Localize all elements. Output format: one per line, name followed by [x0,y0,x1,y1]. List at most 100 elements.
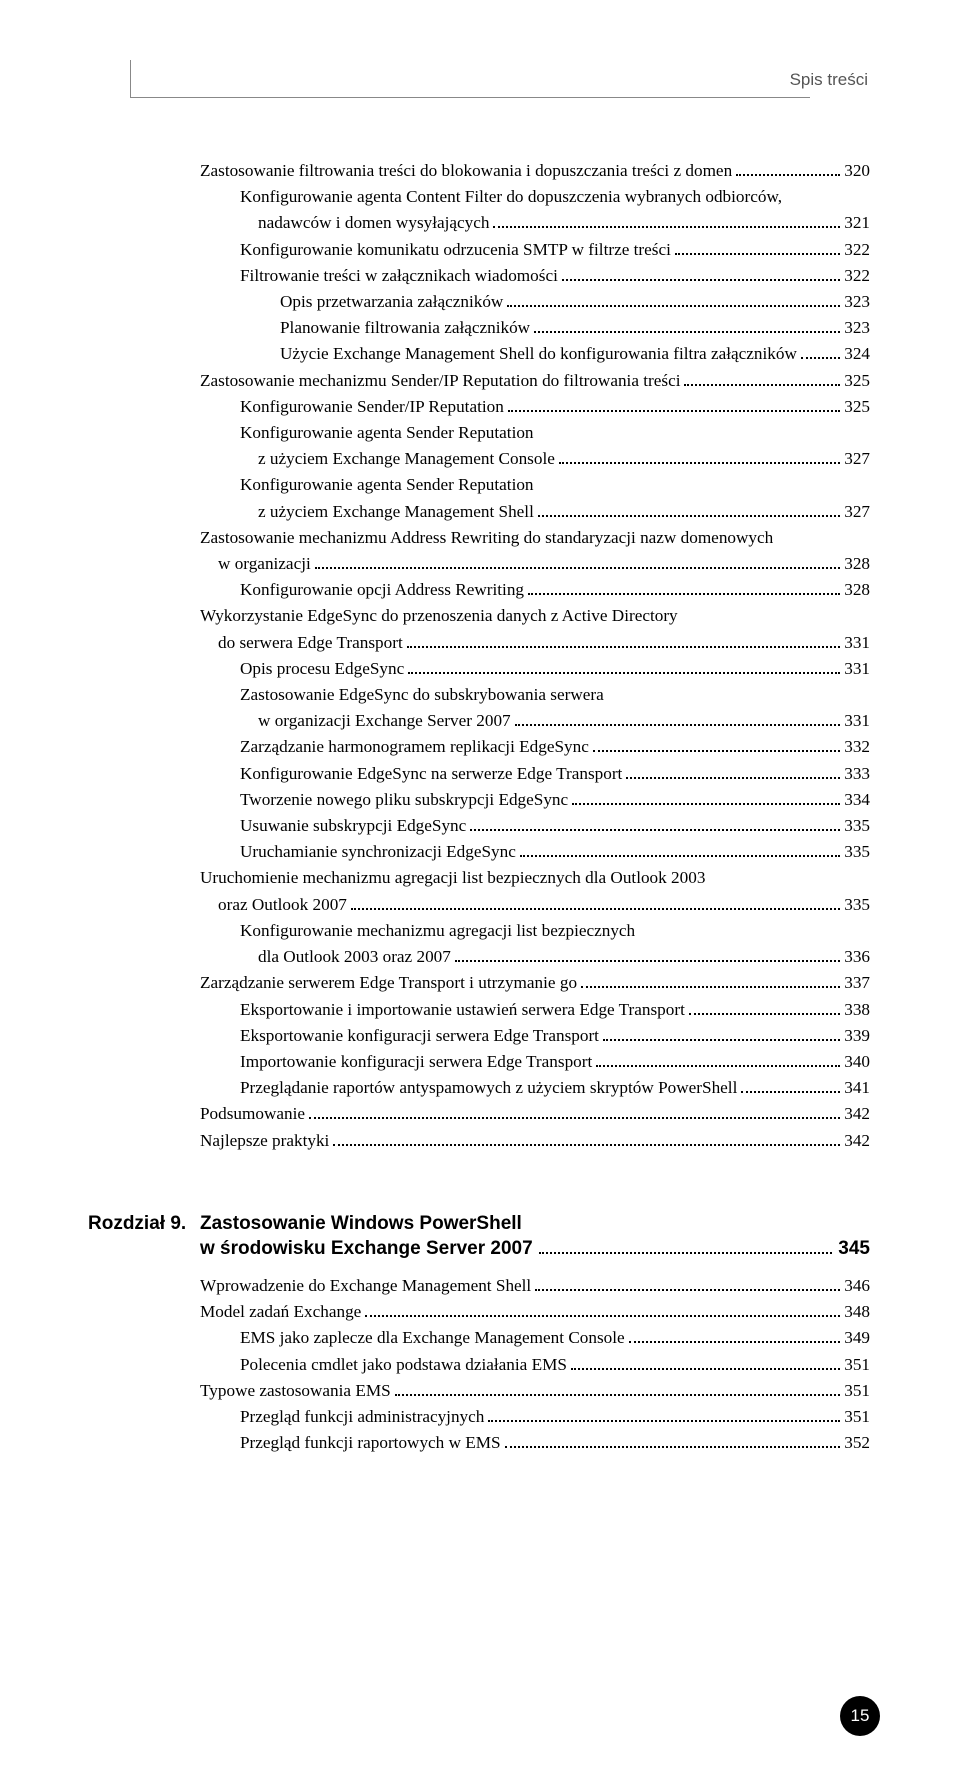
toc-entry-page: 327 [844,499,870,525]
toc-entry: Zastosowanie mechanizmu Address Rewritin… [200,525,870,551]
toc-leader-dots [736,159,840,176]
toc-entry: Zastosowanie mechanizmu Sender/IP Reputa… [200,368,870,394]
toc-entry: Polecenia cmdlet jako podstawa działania… [200,1352,870,1378]
toc-entry-page: 325 [844,394,870,420]
toc-entry-title: Opis procesu EdgeSync [240,656,404,682]
toc-entry: Przeglądanie raportów antyspamowych z uż… [200,1075,870,1101]
toc-entry-title: Opis przetwarzania załączników [280,289,503,315]
toc-leader-dots [629,1326,841,1343]
toc-leader-dots [562,264,840,281]
running-header: Spis treści [782,70,868,90]
toc-entry-page: 338 [844,997,870,1023]
toc-entry-page: 351 [844,1404,870,1430]
toc-entry-title: Przeglądanie raportów antyspamowych z uż… [240,1075,737,1101]
toc-entry-page: 327 [844,446,870,472]
toc-entry-title: Konfigurowanie EdgeSync na serwerze Edge… [240,761,622,787]
toc-leader-dots [801,342,840,359]
toc-entry-title: Planowanie filtrowania załączników [280,315,530,341]
toc-entry-title: EMS jako zaplecze dla Exchange Managemen… [240,1325,625,1351]
toc-leader-dots [534,316,840,333]
toc-entry-title: z użyciem Exchange Management Console [258,446,555,472]
toc-entry-page: 351 [844,1352,870,1378]
toc-entry: Konfigurowanie opcji Address Rewriting32… [200,577,870,603]
toc-entry: Uruchamianie synchronizacji EdgeSync335 [200,839,870,865]
toc-leader-dots [333,1128,840,1145]
toc-leader-dots [626,761,840,778]
toc-entry: Przegląd funkcji administracyjnych 351 [200,1404,870,1430]
toc-entry-page: 331 [844,656,870,682]
toc-entry: oraz Outlook 2007335 [200,892,870,918]
toc-entry-page: 331 [844,630,870,656]
toc-leader-dots [741,1076,840,1093]
toc-entry: Podsumowanie342 [200,1101,870,1127]
toc-entry: Konfigurowanie komunikatu odrzucenia SMT… [200,237,870,263]
toc-entry-title: Konfigurowanie agenta Content Filter do … [240,184,782,210]
toc-section-1: Zastosowanie filtrowania treści do bloko… [200,158,870,1154]
toc-entry-title: Eksportowanie i importowanie ustawień se… [240,997,685,1023]
toc-entry: Wprowadzenie do Exchange Management Shel… [200,1273,870,1299]
toc-leader-dots [596,1050,840,1067]
toc-entry-title: Wykorzystanie EdgeSync do przenoszenia d… [200,603,678,629]
toc-entry-title: Typowe zastosowania EMS [200,1378,391,1404]
toc-entry: nadawców i domen wysyłających321 [200,210,870,236]
toc-entry-title: Przegląd funkcji administracyjnych [240,1404,484,1430]
toc-leader-dots [315,552,840,569]
toc-entry-title: nadawców i domen wysyłających [258,210,489,236]
page-number: 15 [851,1706,870,1726]
toc-entry-title: Przegląd funkcji raportowych w EMS [240,1430,501,1456]
toc-entry-page: 335 [844,813,870,839]
toc-entry: EMS jako zaplecze dla Exchange Managemen… [200,1325,870,1351]
toc-entry-page: 340 [844,1049,870,1075]
toc-section-2: Wprowadzenie do Exchange Management Shel… [200,1273,870,1456]
toc-entry: Typowe zastosowania EMS351 [200,1378,870,1404]
toc-entry-page: 339 [844,1023,870,1049]
header-corner-mark [130,60,810,98]
toc-entry: Filtrowanie treści w załącznikach wiadom… [200,263,870,289]
toc-entry: Zastosowanie EdgeSync do subskrybowania … [200,682,870,708]
document-page: Spis treści Zastosowanie filtrowania tre… [0,0,960,1774]
toc-entry-page: 320 [844,158,870,184]
toc-entry-page: 324 [844,341,870,367]
toc-leader-dots [571,1352,840,1369]
toc-leader-dots [559,447,840,464]
toc-entry-page: 346 [844,1273,870,1299]
toc-entry: Najlepsze praktyki342 [200,1128,870,1154]
toc-entry-title: Filtrowanie treści w załącznikach wiadom… [240,263,558,289]
toc-leader-dots [538,499,840,516]
chapter-title-dots [539,1235,833,1254]
toc-entry: Konfigurowanie EdgeSync na serwerze Edge… [200,761,870,787]
toc-entry: Opis przetwarzania załączników323 [200,289,870,315]
toc-entry-title: Zastosowanie mechanizmu Address Rewritin… [200,525,773,551]
toc-entry: Konfigurowanie agenta Sender Reputation [200,420,870,446]
toc-leader-dots [508,395,840,412]
toc-entry-title: oraz Outlook 2007 [218,892,347,918]
toc-entry-title: Eksportowanie konfiguracji serwera Edge … [240,1023,599,1049]
toc-entry: Zarządzanie harmonogramem replikacji Edg… [200,734,870,760]
toc-entry: Uruchomienie mechanizmu agregacji list b… [200,865,870,891]
toc-entry-title: Model zadań Exchange [200,1299,361,1325]
toc-entry: Tworzenie nowego pliku subskrypcji EdgeS… [200,787,870,813]
toc-entry: Usuwanie subskrypcji EdgeSync 335 [200,813,870,839]
toc-entry-title: Konfigurowanie agenta Sender Reputation [240,420,534,446]
page-number-badge: 15 [840,1696,880,1736]
toc-entry-title: Usuwanie subskrypcji EdgeSync [240,813,466,839]
toc-leader-dots [365,1300,840,1317]
toc-entry: Planowanie filtrowania załączników323 [200,315,870,341]
toc-entry: Eksportowanie konfiguracji serwera Edge … [200,1023,870,1049]
toc-leader-dots [408,657,840,674]
toc-entry-title: Uruchamianie synchronizacji EdgeSync [240,839,516,865]
toc-leader-dots [309,1102,840,1119]
toc-entry-page: 336 [844,944,870,970]
chapter-title-line1: Zastosowanie Windows PowerShell [200,1213,870,1235]
toc-entry-page: 322 [844,237,870,263]
toc-leader-dots [470,814,840,831]
toc-entry-title: Polecenia cmdlet jako podstawa działania… [240,1352,567,1378]
toc-entry: Eksportowanie i importowanie ustawień se… [200,997,870,1023]
toc-entry-page: 352 [844,1430,870,1456]
toc-leader-dots [581,971,840,988]
toc-entry-title: dla Outlook 2003 oraz 2007 [258,944,451,970]
toc-entry-title: z użyciem Exchange Management Shell [258,499,534,525]
toc-entry: Zarządzanie serwerem Edge Transport i ut… [200,970,870,996]
toc-entry-page: 332 [844,734,870,760]
toc-leader-dots [535,1274,840,1291]
